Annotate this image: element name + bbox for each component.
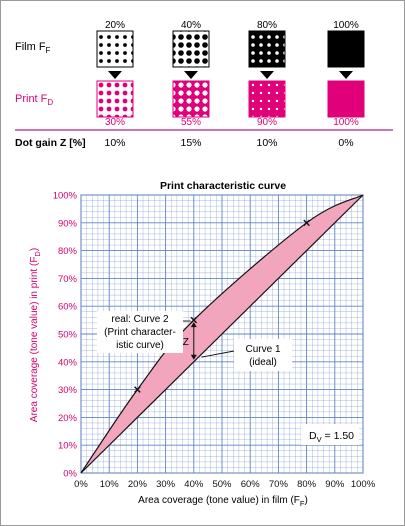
x-tick-label: 10% <box>100 479 120 490</box>
x-tick-label: 70% <box>269 479 289 490</box>
ideal-curve-label-box <box>234 339 292 371</box>
print-swatch-55 <box>172 80 210 118</box>
real-curve-label: real: Curve 2 (Print character-istic curv… <box>97 311 191 353</box>
dot-gain-label: Dot gain Z [%] <box>15 137 86 149</box>
y-tick-label: 60% <box>58 302 78 313</box>
x-tick-label: 40% <box>184 479 204 490</box>
print-characteristic-chart: Print characteristic curve real: Curve 2… <box>29 180 376 508</box>
data-point-marker <box>303 219 310 227</box>
print-row-label: Print FD <box>15 93 53 107</box>
film-value-80: 80% <box>257 20 277 31</box>
x-tick-label: 80% <box>297 479 317 490</box>
print-swatch-100 <box>327 80 365 118</box>
real-curve-label-line: real: Curve 2 <box>111 314 169 325</box>
real-curve-label-box <box>97 311 183 353</box>
arrow-down-icon <box>190 354 197 360</box>
x-axis-label: Area coverage (tone value) in film (FF) <box>138 495 308 508</box>
real-curve-label-line: (Print character- <box>104 327 176 338</box>
x-tick-label: 50% <box>212 479 232 490</box>
y-tick-label: 10% <box>58 441 78 452</box>
chart-title: Print characteristic curve <box>160 180 286 192</box>
arrow-down-icon <box>108 71 122 79</box>
dot-gain-value-1: 10% <box>104 137 125 149</box>
ideal-curve-label: Curve 1 (ideal) <box>201 339 292 371</box>
ideal-curve-leader-line <box>201 350 235 358</box>
arrow-down-icon <box>184 71 198 79</box>
film-value-40: 40% <box>181 20 201 31</box>
print-value-30: 30% <box>105 117 125 128</box>
dot-gain-value-2: 15% <box>180 137 201 149</box>
print-swatch-90 <box>248 80 286 118</box>
film-swatch-40 <box>172 30 210 68</box>
chart-annotations: real: Curve 2 (Print character-istic curv… <box>97 311 359 445</box>
dv-label-box <box>301 424 359 445</box>
arrow-down-icon <box>260 71 274 79</box>
curve-1-ideal-line <box>80 194 364 474</box>
y-axis-label: Area coverage (tone value) in print (FD) <box>29 248 42 422</box>
y-tick-label: 80% <box>58 246 78 257</box>
print-value-100: 100% <box>333 117 359 128</box>
y-tick-label: 40% <box>58 357 78 368</box>
film-value-20: 20% <box>105 20 125 31</box>
x-tick-label: 90% <box>325 479 345 490</box>
arrow-down-icon <box>339 71 353 79</box>
film-swatch-100 <box>327 30 365 68</box>
ideal-curve-label-line: Curve 1 <box>245 344 280 355</box>
film-swatch-20 <box>96 30 134 68</box>
print-value-90: 90% <box>257 117 277 128</box>
dot-gain-value-4: 0% <box>338 137 353 149</box>
film-swatch-80 <box>248 30 286 68</box>
dot-gain-table: Film FF Print FD 20% 30% 40% 55% 80% 90%… <box>15 20 393 149</box>
y-tick-label: 70% <box>58 274 78 285</box>
y-tick-label: 20% <box>58 413 78 424</box>
x-tick-label: 30% <box>156 479 176 490</box>
dot-gain-area <box>80 194 364 474</box>
y-tick-label: 90% <box>58 218 78 229</box>
x-tick-label: 0% <box>74 479 88 490</box>
arrow-up-icon <box>190 322 197 328</box>
axis-ticks: 0% 10% 20% 30% 40% 50% 60% 70% 80% 90% 100% 0% 10% 20… <box>53 191 376 491</box>
y-tick-label: 30% <box>58 385 78 396</box>
dv-label: DV = 1.50 <box>309 430 354 444</box>
print-swatch-30 <box>96 80 134 118</box>
y-tick-label: 0% <box>63 469 77 480</box>
dot-gain-value-3: 10% <box>256 137 277 149</box>
data-point-marker <box>134 386 141 393</box>
film-row-label: Film FF <box>15 41 51 55</box>
y-tick-label: 100% <box>53 191 78 202</box>
data-point-marker <box>190 316 198 324</box>
x-tick-label: 60% <box>241 479 261 490</box>
y-tick-label: 50% <box>58 330 78 341</box>
ideal-curve-label-line: (ideal) <box>249 357 277 368</box>
z-label: Z <box>183 337 189 348</box>
film-value-100: 100% <box>333 20 359 31</box>
x-tick-label: 100% <box>351 479 376 490</box>
x-tick-label: 20% <box>128 479 148 490</box>
print-value-55: 55% <box>181 117 201 128</box>
real-curve-label-line: istic curve) <box>116 340 164 351</box>
